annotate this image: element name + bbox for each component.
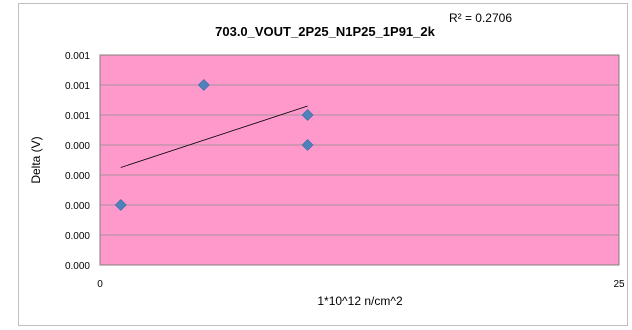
chart-title: 703.0_VOUT_2P25_N1P25_1P91_2k <box>215 24 435 39</box>
trendline <box>120 105 308 168</box>
gridlines <box>100 84 619 236</box>
plot-area <box>99 54 620 266</box>
y-tick-label: 0.001 <box>65 51 90 62</box>
y-tick-label: 0.000 <box>65 261 90 272</box>
y-axis-ticks: 0.000 0.000 0.000 0.000 0.000 0.001 0.001 0.001 <box>65 51 90 272</box>
data-point <box>197 79 210 91</box>
data-points <box>114 79 314 211</box>
y-tick-label: 0.000 <box>65 231 90 242</box>
y-tick-label: 0.001 <box>65 111 90 122</box>
x-tick-label: 25 <box>613 279 625 290</box>
x-axis-label: 1*10^12 n/cm^2 <box>317 294 403 308</box>
data-point <box>301 109 314 121</box>
data-point <box>301 139 314 151</box>
y-axis-label: Delta (V) <box>29 136 43 183</box>
x-tick-label: 0 <box>97 279 103 290</box>
r-squared-label: R² = 0.2706 <box>449 11 512 25</box>
y-tick-label: 0.000 <box>65 201 90 212</box>
y-tick-label: 0.000 <box>65 141 90 152</box>
y-tick-label: 0.001 <box>65 81 90 92</box>
y-tick-label: 0.000 <box>65 171 90 182</box>
x-axis-ticks: 0 25 <box>97 279 625 290</box>
data-point <box>114 199 127 211</box>
